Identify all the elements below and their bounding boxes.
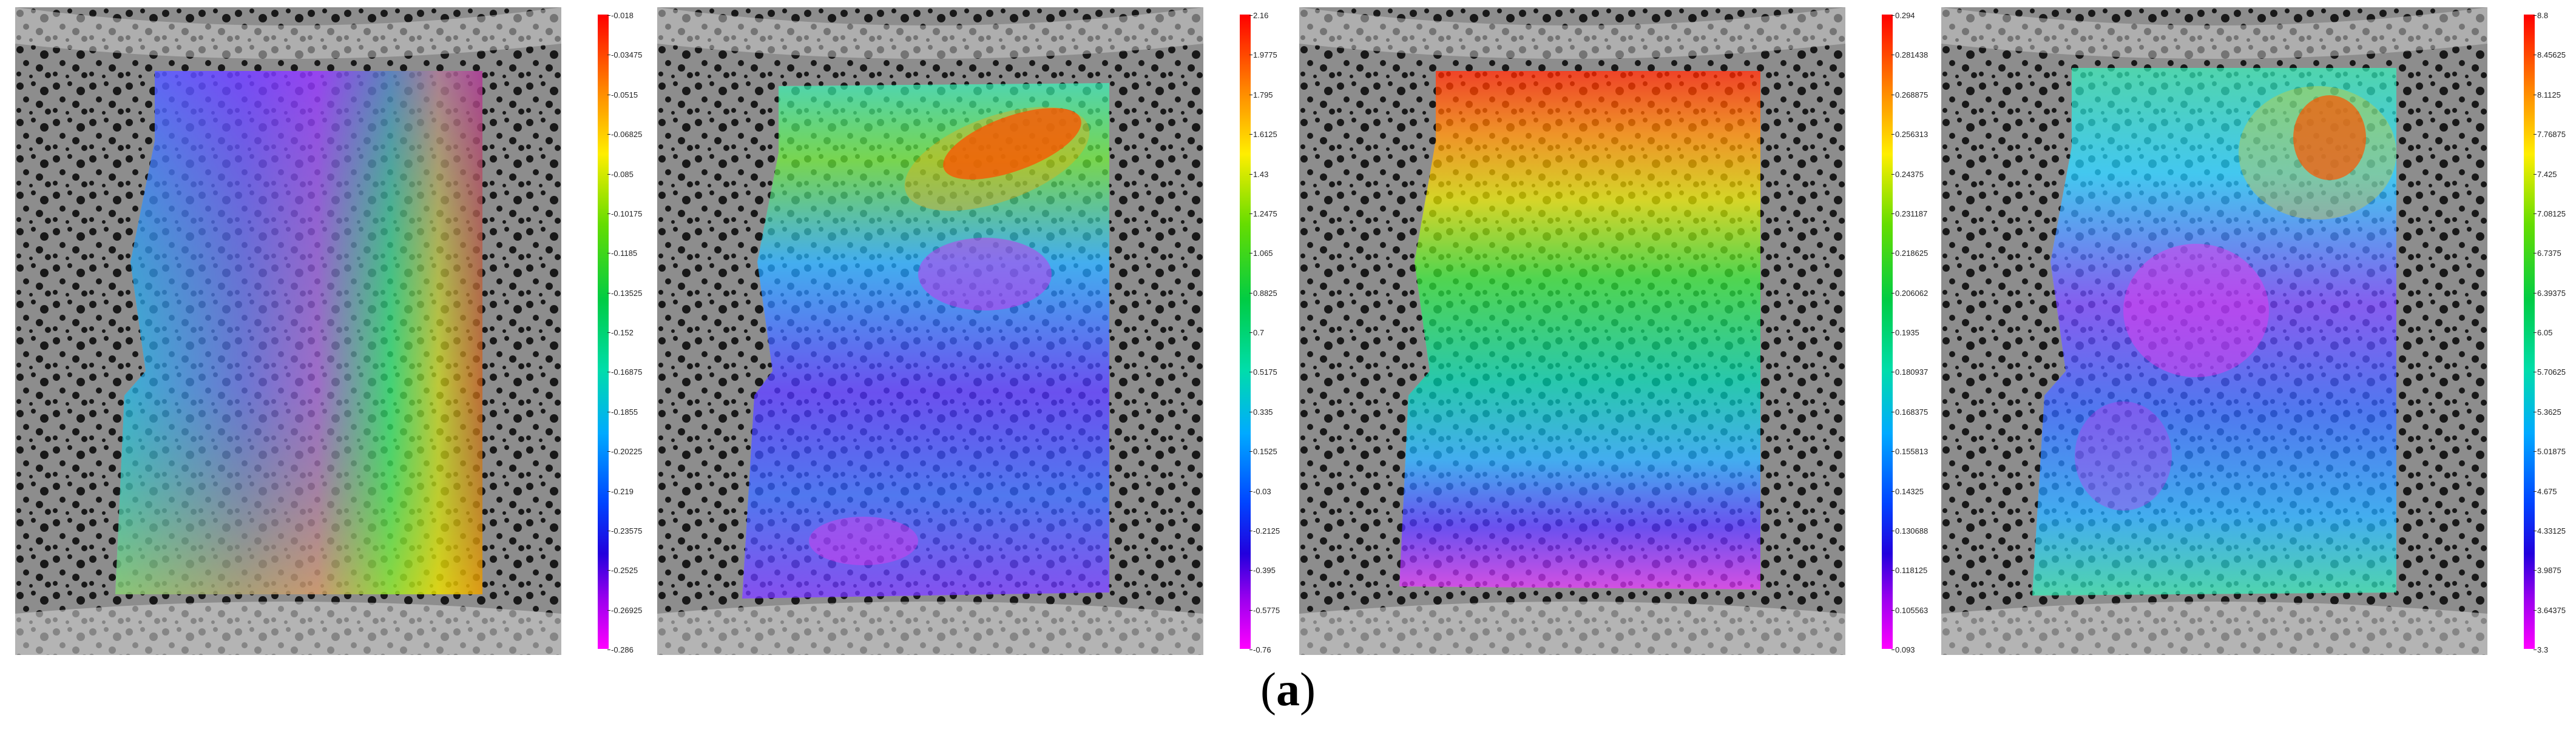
figure-caption: (a) (1260, 663, 1316, 716)
colorbar-tick-label: 3.9875 (2534, 566, 2561, 576)
colorbar-tick-label: 0.294 (1891, 11, 1915, 20)
colorbar-tick-label: 7.08125 (2534, 209, 2566, 218)
colorbar-tick-label: -0.20225 (607, 447, 643, 457)
colorbar-tick-label: -0.06825 (607, 130, 643, 139)
colorbar-tick-label: 0.130688 (1891, 526, 1929, 535)
colorbar-tick-label: 1.065 (1249, 249, 1273, 258)
colorbar-tick-label: -0.395 (1249, 566, 1276, 576)
colorbar-tick-label: 0.7 (1249, 328, 1265, 337)
colorbar-tick-label: 0.206062 (1891, 288, 1929, 298)
colorbar-2: 2.16 1.9775 1.795 1.6125 1.43 1.2475 1.065 0.88… (1240, 11, 1280, 654)
colorbar-tick-label: -0.16875 (607, 368, 643, 377)
colorbar-tick-label: 1.9775 (1249, 50, 1277, 60)
colorbar-tick-label: 1.795 (1249, 90, 1273, 99)
colorbar-tick-label: 0.180937 (1891, 368, 1929, 377)
colorbar-tick-label: 4.33125 (2534, 526, 2566, 535)
colorbar-tick-label: 5.3625 (2534, 407, 2561, 417)
colorbar-tick-label: -0.03 (1249, 486, 1271, 496)
colorbar-tick-label: 1.6125 (1249, 130, 1277, 139)
colorbar-1: -0.018 -0.03475 -0.0515 -0.06825 -0.085 -0.10… (598, 11, 642, 654)
colorbar-3: 0.294 0.281438 0.268875 0.256313 0.24375 0.23… (1882, 11, 1928, 654)
colorbar-tick-label: 0.168375 (1891, 407, 1929, 417)
colorbar-tick-label: 0.093 (1891, 645, 1915, 654)
colorbar-tick-label: 0.268875 (1891, 90, 1929, 99)
colorbar-tick-label: -0.219 (607, 486, 634, 496)
strain-field-image-2 (657, 7, 1203, 655)
colorbar-tick-label: 0.335 (1249, 407, 1273, 417)
colorbar-tick-label: -0.2125 (1249, 526, 1280, 535)
colorbar-tick-label: -0.10175 (607, 209, 643, 218)
colorbar-tick-label: -0.1185 (607, 249, 638, 258)
colorbar-tick-label: -0.2525 (607, 566, 638, 576)
colorbar-tick-label: 5.01875 (2534, 447, 2566, 457)
colorbar-tick-label: 8.1125 (2534, 90, 2561, 99)
colorbar-tick-label: 0.24375 (1891, 169, 1924, 179)
colorbar-tick-label: 1.2475 (1249, 209, 1277, 218)
colorbar-tick-label: -0.152 (607, 328, 634, 337)
colorbar-tick-label: 2.16 (1249, 11, 1269, 20)
colorbar-tick-label: -0.018 (607, 11, 634, 20)
colorbar-tick-label: 0.1935 (1891, 328, 1919, 337)
strain-field-image-4 (1941, 7, 2487, 655)
colorbar-tick-label: 5.70625 (2534, 368, 2566, 377)
colorbar-tick-label: -0.26925 (607, 605, 643, 615)
colorbar-tick-label: -0.03475 (607, 50, 643, 60)
colorbar-tick-label: -0.0515 (607, 90, 638, 99)
colorbar-tick-label: 4.675 (2534, 486, 2557, 496)
colorbar-tick-label: 0.8825 (1249, 288, 1277, 298)
colorbar-tick-label: -0.76 (1249, 645, 1271, 654)
colorbar-tick-label: 3.3 (2533, 645, 2549, 654)
colorbar-tick-label: 0.118125 (1891, 566, 1928, 576)
colorbar-tick-label: 6.7375 (2534, 249, 2561, 258)
colorbar-tick-label: -0.085 (607, 169, 634, 179)
colorbar-tick-label: -0.23575 (607, 526, 643, 535)
colorbar-tick-label: -0.1855 (607, 407, 638, 417)
colorbar-tick-label: 0.105563 (1891, 605, 1929, 615)
colorbar-tick-label: 0.231187 (1891, 209, 1928, 218)
colorbar-tick-label: 8.45625 (2534, 50, 2566, 60)
colorbar-tick-label: 7.76875 (2534, 130, 2566, 139)
colorbar-tick-label: -0.286 (607, 645, 634, 654)
colorbar-tick-label: 0.5175 (1249, 368, 1277, 377)
colorbar-tick-label: 0.14325 (1891, 486, 1924, 496)
colorbar-tick-label: 6.05 (2533, 328, 2553, 337)
colorbar-tick-label: 1.43 (1249, 169, 1269, 179)
colorbar-tick-label: 3.64375 (2534, 605, 2566, 615)
colorbar-tick-label: -0.13525 (607, 288, 643, 298)
colorbar-tick-label: 0.155813 (1891, 447, 1929, 457)
strain-field-image-3 (1299, 7, 1845, 655)
colorbar-tick-label: 0.281438 (1891, 50, 1929, 60)
colorbar-tick-label: 0.256313 (1891, 130, 1929, 139)
strain-field-image-1 (15, 7, 561, 655)
colorbar-4: 8.8 8.45625 8.1125 7.76875 7.425 7.08125 6.737… (2524, 11, 2566, 654)
colorbar-tick-label: 8.8 (2533, 11, 2549, 20)
colorbar-tick-label: 0.218625 (1891, 249, 1929, 258)
colorbar-tick-label: 7.425 (2534, 169, 2557, 179)
colorbar-tick-label: 6.39375 (2534, 288, 2566, 298)
colorbar-tick-label: -0.5775 (1249, 605, 1280, 615)
colorbar-tick-label: 0.1525 (1249, 447, 1277, 457)
